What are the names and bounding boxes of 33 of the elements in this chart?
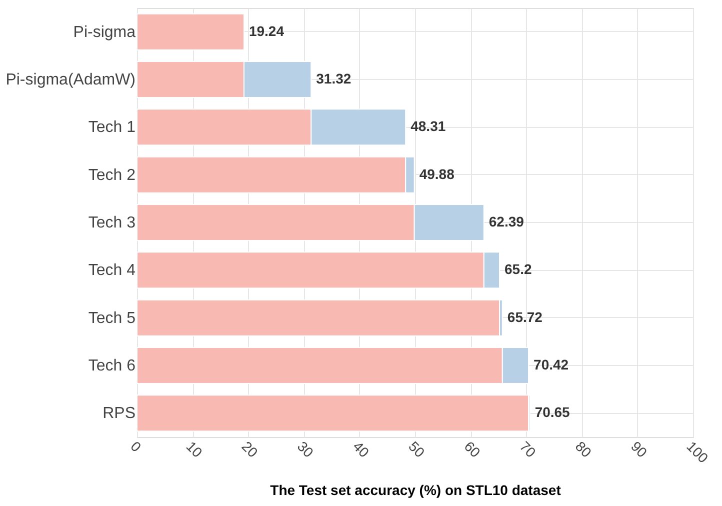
x-tick-label: 100 <box>684 438 712 466</box>
x-tick-label: 30 <box>294 438 317 461</box>
x-tick-label: 50 <box>406 438 428 461</box>
bar <box>136 299 500 336</box>
y-tick-label: Tech 2 <box>88 166 136 184</box>
x-axis-title: The Test set accuracy (%) on STL10 dataset <box>270 482 562 498</box>
bar <box>136 394 530 432</box>
total-label: 62.39 <box>488 214 524 230</box>
bar <box>136 13 244 50</box>
x-tick-label: 40 <box>350 438 372 461</box>
x-tick-label: 90 <box>628 438 650 461</box>
y-tick-label: Tech 4 <box>88 262 136 280</box>
y-tick-label: Pi-sigma <box>73 24 136 41</box>
y-tick-label: Tech 3 <box>88 214 136 232</box>
y-tick-label: Tech 5 <box>88 310 136 327</box>
x-tick-label: 80 <box>572 438 595 461</box>
y-tick-label: Pi-sigma(AdamW) <box>6 72 136 88</box>
total-label: 70.65 <box>534 404 570 420</box>
total-label: 49.88 <box>419 166 455 182</box>
total-label: 31.32 <box>316 70 352 86</box>
x-tick-label: 20 <box>238 438 262 461</box>
total-label: 19.24 <box>248 22 284 39</box>
x-tick-label: 60 <box>461 438 484 461</box>
total-label: 65.2 <box>504 261 532 278</box>
y-tick-label: Tech 1 <box>88 119 136 136</box>
total-label: 48.31 <box>410 118 446 134</box>
y-tick-label: Tech 6 <box>88 358 136 374</box>
total-label: 65.72 <box>507 308 543 325</box>
x-tick-label: 0 <box>128 438 145 456</box>
y-tick-label: RPS <box>102 405 136 422</box>
x-tick-label: 10 <box>183 438 206 461</box>
total-label: 70.42 <box>534 356 569 372</box>
x-tick-label: 70 <box>516 438 540 461</box>
